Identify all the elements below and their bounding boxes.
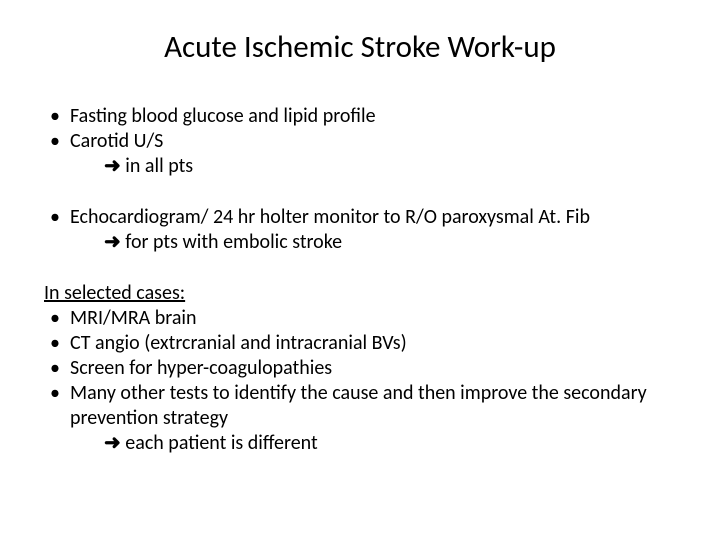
spacer bbox=[44, 255, 680, 281]
bullet-mark: • bbox=[44, 129, 70, 154]
sub-text: in all pts bbox=[121, 154, 193, 178]
bullet-item: • Echocardiogram/ 24 hr holter monitor t… bbox=[44, 205, 680, 230]
bullet-item: • Many other tests to identify the cause… bbox=[44, 381, 680, 431]
sub-line: ➜ each patient is different bbox=[44, 431, 680, 456]
bullet-text: Carotid U/S bbox=[70, 129, 680, 154]
section-heading: In selected cases: bbox=[44, 281, 680, 306]
bullet-text: Screen for hyper-coagulopathies bbox=[70, 356, 680, 381]
bullet-text: CT angio (extrcranial and intracranial B… bbox=[70, 331, 680, 356]
arrow-icon: ➜ bbox=[104, 155, 121, 177]
bullet-item: • MRI/MRA brain bbox=[44, 306, 680, 331]
bullet-item: • Carotid U/S bbox=[44, 129, 680, 154]
bullet-item: • Screen for hyper-coagulopathies bbox=[44, 356, 680, 381]
bullet-item: • Fasting blood glucose and lipid profil… bbox=[44, 104, 680, 129]
spacer bbox=[44, 179, 680, 205]
sub-line: ➜ in all pts bbox=[44, 154, 680, 179]
bullet-mark: • bbox=[44, 331, 70, 356]
bullet-mark: • bbox=[44, 104, 70, 129]
bullet-mark: • bbox=[44, 356, 70, 381]
bullet-text: Echocardiogram/ 24 hr holter monitor to … bbox=[70, 205, 680, 230]
arrow-icon: ➜ bbox=[104, 432, 121, 454]
bullet-mark: • bbox=[44, 381, 70, 406]
slide: Acute Ischemic Stroke Work-up • Fasting … bbox=[0, 0, 720, 540]
bullet-text: Fasting blood glucose and lipid profile bbox=[70, 104, 680, 129]
sub-text: each patient is different bbox=[121, 431, 318, 455]
sub-line: ➜ for pts with embolic stroke bbox=[44, 230, 680, 255]
arrow-icon: ➜ bbox=[104, 231, 121, 253]
bullet-text: Many other tests to identify the cause a… bbox=[70, 381, 680, 431]
slide-title: Acute Ischemic Stroke Work-up bbox=[40, 28, 680, 66]
bullet-text: MRI/MRA brain bbox=[70, 306, 680, 331]
bullet-mark: • bbox=[44, 306, 70, 331]
sub-text: for pts with embolic stroke bbox=[121, 230, 342, 254]
slide-body: • Fasting blood glucose and lipid profil… bbox=[44, 104, 680, 456]
bullet-item: • CT angio (extrcranial and intracranial… bbox=[44, 331, 680, 356]
bullet-mark: • bbox=[44, 205, 70, 230]
